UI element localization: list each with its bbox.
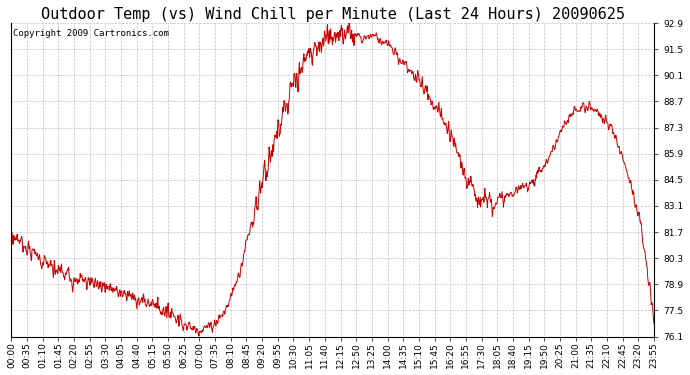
Text: Copyright 2009 Cartronics.com: Copyright 2009 Cartronics.com (12, 29, 168, 38)
Title: Outdoor Temp (vs) Wind Chill per Minute (Last 24 Hours) 20090625: Outdoor Temp (vs) Wind Chill per Minute … (41, 7, 624, 22)
